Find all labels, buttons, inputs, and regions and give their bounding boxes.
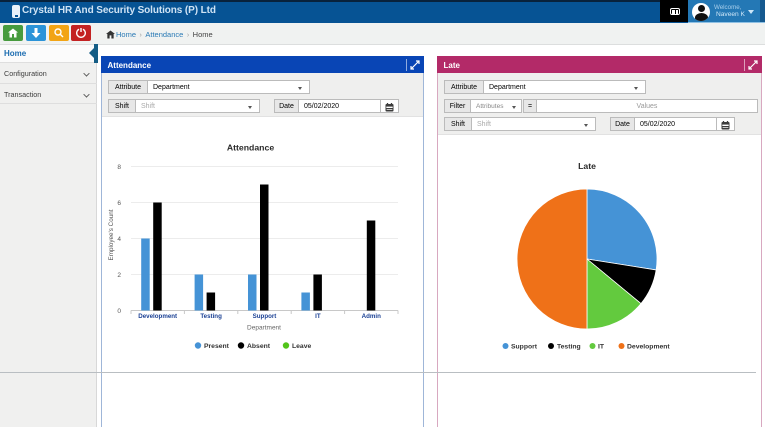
svg-text:2: 2 <box>117 272 121 279</box>
svg-text:Support: Support <box>253 313 277 320</box>
svg-text:Absent: Absent <box>247 343 271 350</box>
svg-text:4: 4 <box>117 236 121 243</box>
svg-text:Department: Department <box>247 325 281 332</box>
svg-text:Attendance: Attendance <box>227 143 274 153</box>
svg-text:IT: IT <box>598 344 605 351</box>
svg-text:6: 6 <box>117 200 121 207</box>
svg-text:Employee's Count: Employee's Count <box>108 209 115 260</box>
svg-text:Support: Support <box>511 344 538 351</box>
svg-text:Development: Development <box>138 313 177 320</box>
svg-text:Leave: Leave <box>292 343 311 350</box>
svg-text:0: 0 <box>117 308 121 315</box>
svg-text:Late: Late <box>578 161 596 171</box>
svg-text:Present: Present <box>204 343 230 350</box>
svg-text:IT: IT <box>315 313 321 320</box>
svg-text:8: 8 <box>117 164 121 171</box>
svg-text:Admin: Admin <box>362 313 381 320</box>
svg-text:Testing: Testing <box>200 313 222 320</box>
svg-text:Development: Development <box>627 344 670 351</box>
svg-text:Testing: Testing <box>557 344 581 351</box>
